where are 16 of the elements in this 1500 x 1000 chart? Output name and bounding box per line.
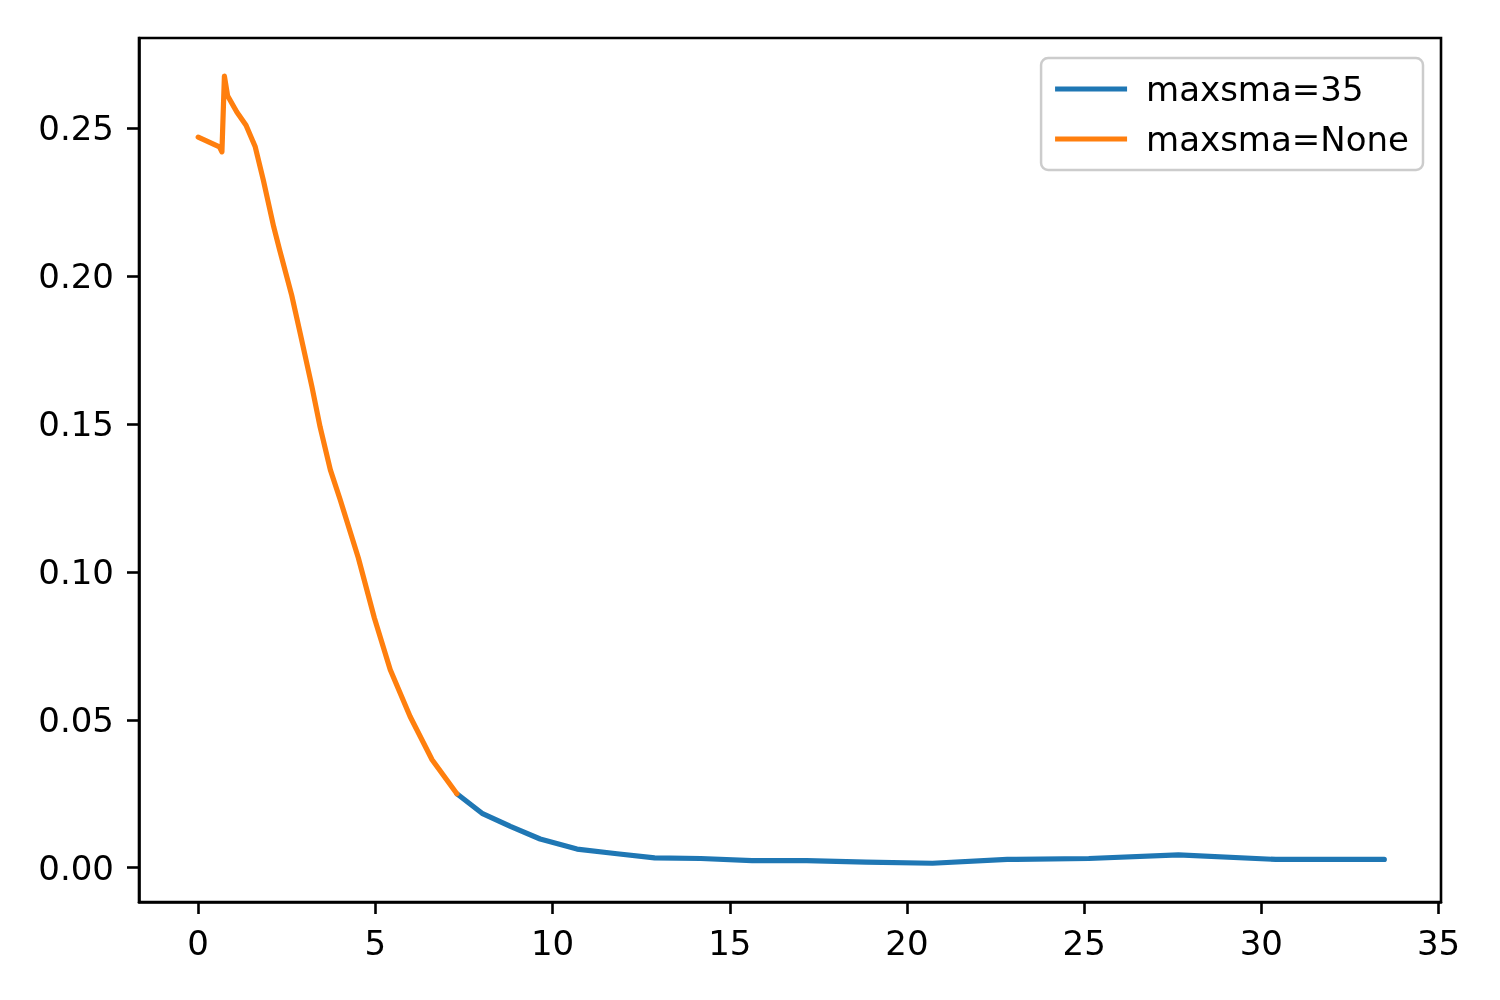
x-tick-label: 10 (530, 923, 575, 963)
legend-label: maxsma=None (1146, 119, 1409, 159)
y-tick-label: 0.25 (38, 108, 114, 149)
y-tick-label: 0.00 (38, 847, 114, 888)
x-tick-label: 35 (1416, 923, 1461, 963)
x-tick-label: 0 (187, 923, 209, 963)
legend-label: maxsma=35 (1146, 69, 1364, 109)
x-tick-label: 5 (364, 923, 387, 963)
y-tick-label: 0.10 (38, 551, 114, 592)
x-tick-label: 15 (708, 923, 752, 963)
y-tick-label: 0.15 (38, 404, 114, 444)
x-tick-label: 25 (1062, 923, 1106, 963)
y-tick-label: 0.20 (38, 256, 114, 297)
y-tick-label: 0.05 (38, 699, 114, 740)
x-tick-label: 20 (885, 923, 929, 963)
x-tick-label: 30 (1239, 923, 1283, 963)
